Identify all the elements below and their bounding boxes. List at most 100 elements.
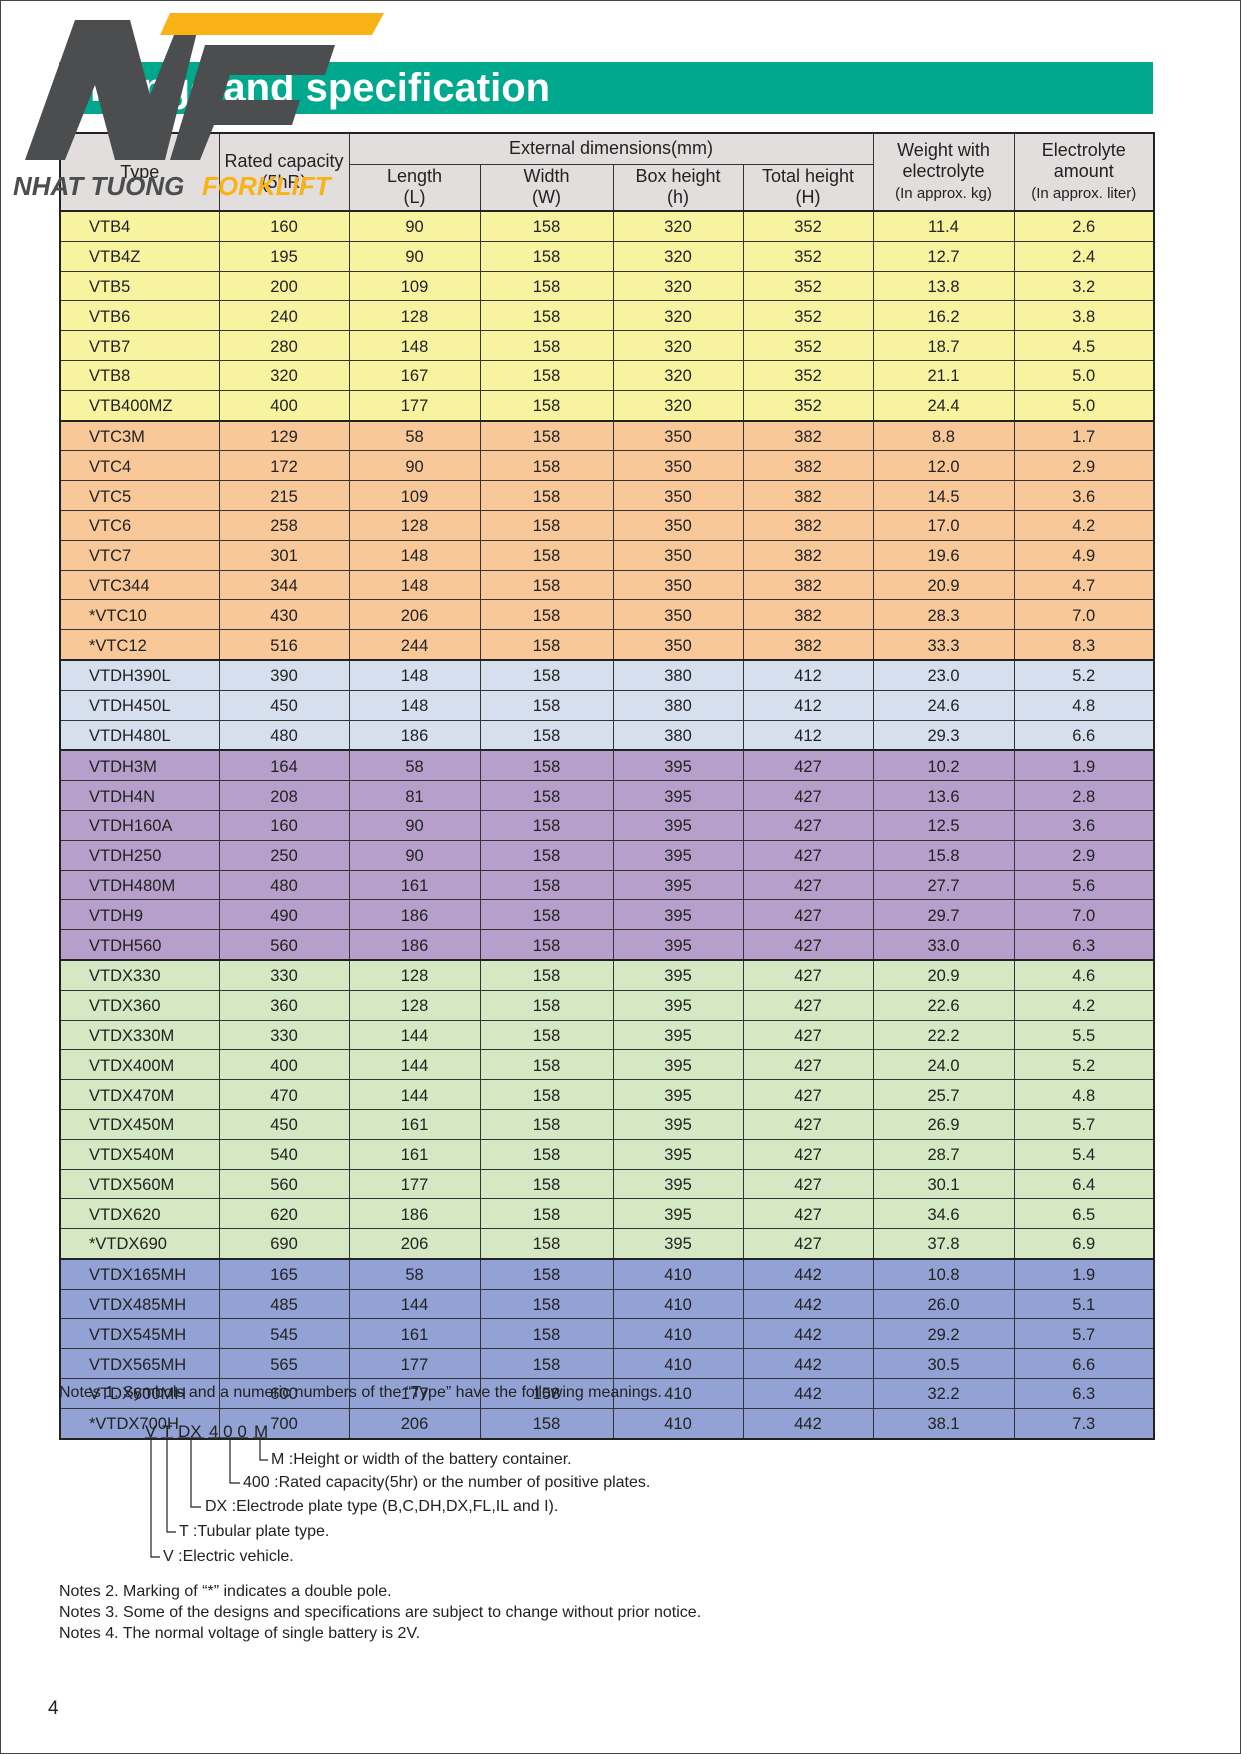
table-row: VTDX450M 450 161 158 395 427 26.9 5.7	[59, 1108, 1155, 1140]
value-cell: 8.8	[872, 420, 1015, 452]
value-cell: 352	[742, 359, 874, 391]
note: Notes 3. Some of the designs and specifi…	[59, 1604, 702, 1621]
value-cell: 29.3	[872, 719, 1015, 751]
value-cell: 320	[612, 270, 744, 302]
value-cell: 10.8	[872, 1258, 1015, 1290]
value-cell: 186	[348, 899, 481, 931]
value-cell: 427	[742, 899, 874, 931]
value-cell: 177	[348, 389, 481, 422]
header-sub: (H)	[795, 187, 821, 208]
value-cell: 442	[742, 1288, 874, 1320]
value-cell: 1.9	[1013, 1258, 1155, 1290]
value-cell: 5.2	[1013, 1049, 1155, 1081]
value-cell: 427	[742, 780, 874, 811]
value-cell: 540	[218, 1138, 350, 1170]
value-cell: 26.9	[872, 1108, 1015, 1140]
table-row: VTDX545MH 545 161 158 410 442 29.2 5.7	[59, 1318, 1155, 1350]
value-cell: 158	[479, 210, 614, 242]
value-cell: 177	[348, 1168, 481, 1200]
value-cell: 58	[348, 749, 481, 782]
value-cell: 390	[218, 659, 350, 691]
value-cell: 620	[218, 1198, 350, 1230]
table-row: VTC6 258 128 158 350 382 17.0 4.2	[59, 509, 1155, 541]
value-cell: 395	[612, 869, 744, 901]
value-cell: 27.7	[872, 869, 1015, 901]
type-cell: *VTDX700H	[59, 1407, 220, 1440]
type-cell: VTDX565MH	[59, 1348, 220, 1380]
header-row: Length (L) Width (W) Box height (h) Total heig…	[60, 163, 1154, 212]
value-cell: 360	[218, 989, 350, 1021]
type-cell: VTDX470M	[59, 1079, 220, 1110]
value-cell: 700	[218, 1407, 350, 1440]
table-row: *VTDX700H 700 206 158 410 442 38.1 7.3	[59, 1407, 1155, 1440]
logo-f	[170, 45, 335, 160]
table-row: VTDH390L 390 148 158 380 412 23.0 5.2	[59, 659, 1155, 691]
type-cell: VTDH250	[59, 839, 220, 871]
value-cell: 186	[348, 929, 481, 961]
table-row: VTC344 344 148 158 350 382 20.9 4.7	[59, 569, 1155, 601]
value-cell: 148	[348, 689, 481, 721]
value-cell: 158	[479, 869, 614, 901]
code-part: 4 0 0	[209, 1422, 247, 1441]
value-cell: 427	[742, 1019, 874, 1051]
header-sub: (5hR)	[261, 172, 307, 192]
table-row: VTDH160A 160 90 158 395 427 12.5 3.6	[59, 809, 1155, 841]
value-cell: 5.5	[1013, 1019, 1155, 1051]
type-cell: VTDH4N	[59, 780, 220, 811]
value-cell: 165	[218, 1258, 350, 1290]
value-cell: 160	[218, 210, 350, 242]
table-row: VTDX620 620 186 158 395 427 34.6 6.5	[59, 1198, 1155, 1230]
type-cell: VTDX400M	[59, 1049, 220, 1081]
type-cell: VTDH160A	[59, 809, 220, 841]
value-cell: 427	[742, 1079, 874, 1110]
value-cell: 6.6	[1013, 719, 1155, 751]
value-cell: 350	[612, 450, 744, 482]
value-cell: 427	[742, 869, 874, 901]
value-cell: 350	[612, 539, 744, 571]
type-cell: VTDH480L	[59, 719, 220, 751]
code-part: M	[254, 1422, 269, 1441]
value-cell: 109	[348, 270, 481, 302]
value-cell: 470	[218, 1079, 350, 1110]
value-cell: 352	[742, 270, 874, 302]
header-text: Total height	[761, 166, 855, 187]
value-cell: 6.6	[1013, 1348, 1155, 1380]
value-cell: 382	[742, 450, 874, 482]
type-cell: *VTDX690	[59, 1228, 220, 1260]
value-cell: 6.3	[1013, 929, 1155, 961]
type-cell: VTDH3M	[59, 749, 220, 782]
value-cell: 560	[218, 1168, 350, 1200]
header-cell: Box height (h)	[612, 163, 744, 212]
value-cell: 395	[612, 839, 744, 871]
header-sub: (W)	[532, 187, 561, 208]
value-cell: 344	[218, 569, 350, 601]
value-cell: 690	[218, 1228, 350, 1260]
type-cell: *VTC10	[59, 599, 220, 631]
value-cell: 6.4	[1013, 1168, 1155, 1200]
value-cell: 158	[479, 809, 614, 841]
value-cell: 442	[742, 1258, 874, 1290]
header-sub: (h)	[667, 187, 689, 208]
value-cell: 158	[479, 1198, 614, 1230]
table-row: VTC3M 129 58 158 350 382 8.8 1.7	[59, 420, 1155, 452]
value-cell: 14.5	[872, 480, 1015, 511]
table-row: VTDH560 560 186 158 395 427 33.0 6.3	[59, 929, 1155, 961]
value-cell: 380	[612, 659, 744, 691]
table-row: VTDX600MH 600 177 158 410 442 32.2 6.3	[59, 1378, 1155, 1409]
logo-accent: FORKLIFT	[202, 171, 333, 201]
value-cell: 4.9	[1013, 539, 1155, 571]
value-cell: 158	[479, 929, 614, 961]
value-cell: 158	[479, 599, 614, 631]
header-text: Length	[386, 166, 443, 187]
value-cell: 161	[348, 1108, 481, 1140]
table-row: VTDX330M 330 144 158 395 427 22.2 5.5	[59, 1019, 1155, 1051]
value-cell: 350	[612, 629, 744, 661]
value-cell: 5.0	[1013, 389, 1155, 422]
type-cell: VTB6	[59, 300, 220, 332]
table-row: VTDX540M 540 161 158 395 427 28.7 5.4	[59, 1138, 1155, 1170]
value-cell: 6.5	[1013, 1198, 1155, 1230]
value-cell: 427	[742, 749, 874, 782]
table-row: VTC5 215 109 158 350 382 14.5 3.6	[59, 480, 1155, 511]
value-cell: 4.2	[1013, 989, 1155, 1021]
header-cell: Electrolyte amount (In approx. liter)	[1013, 132, 1155, 212]
